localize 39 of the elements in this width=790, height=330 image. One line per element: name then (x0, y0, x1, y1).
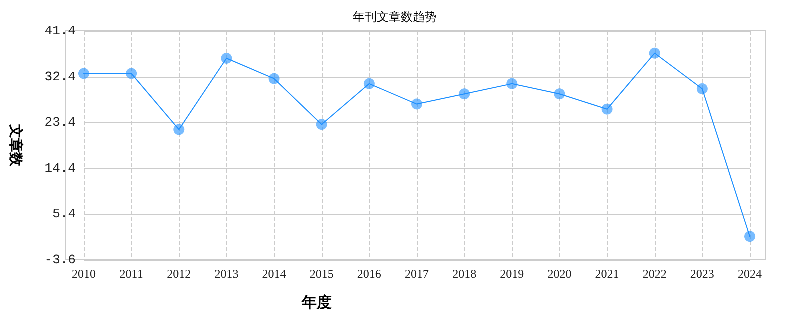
y-tick-label: 32.4 (44, 69, 76, 84)
x-tick-label: 2019 (500, 267, 524, 281)
chart-title: 年刊文章数趋势 (353, 10, 437, 24)
point (696, 84, 708, 95)
x-tick-label: 2010 (72, 267, 96, 281)
point (506, 78, 518, 90)
x-tick-label: 2013 (214, 267, 239, 281)
point (316, 119, 328, 130)
x-tick-label: 2011 (120, 267, 144, 281)
point (649, 48, 660, 59)
x-axis-title: 年度 (301, 294, 332, 312)
x-tick-label: 2022 (642, 267, 667, 281)
point (459, 88, 470, 100)
x-tick-label: 2021 (595, 267, 620, 281)
x-tick-label: 2012 (167, 267, 192, 281)
y-tick-label: 41.4 (44, 24, 76, 38)
x-tick-label: 2024 (738, 267, 762, 281)
y-axis-title: 文章数 (8, 124, 24, 168)
y-tick-label: 14.4 (44, 160, 76, 176)
point (268, 73, 280, 84)
point (174, 124, 185, 136)
x-tick-label: 2016 (357, 267, 382, 281)
x-tick-label: 2018 (452, 267, 477, 281)
point (554, 88, 566, 100)
point (126, 68, 138, 80)
point (78, 68, 90, 80)
x-tick-label: 2023 (690, 267, 714, 281)
y-tick-label: 5.4 (52, 206, 76, 222)
x-tick-label: 2015 (310, 267, 334, 281)
x-tick-label: 2017 (405, 267, 429, 281)
point (412, 98, 422, 110)
point (221, 52, 232, 64)
x-tick-label: 2020 (548, 267, 572, 281)
point (364, 78, 375, 90)
point (744, 231, 756, 242)
point (602, 104, 613, 115)
y-tick-label: 23.4 (44, 115, 76, 130)
y-tick-label: -3.6 (44, 252, 76, 268)
x-tick-label: 2014 (262, 267, 286, 281)
